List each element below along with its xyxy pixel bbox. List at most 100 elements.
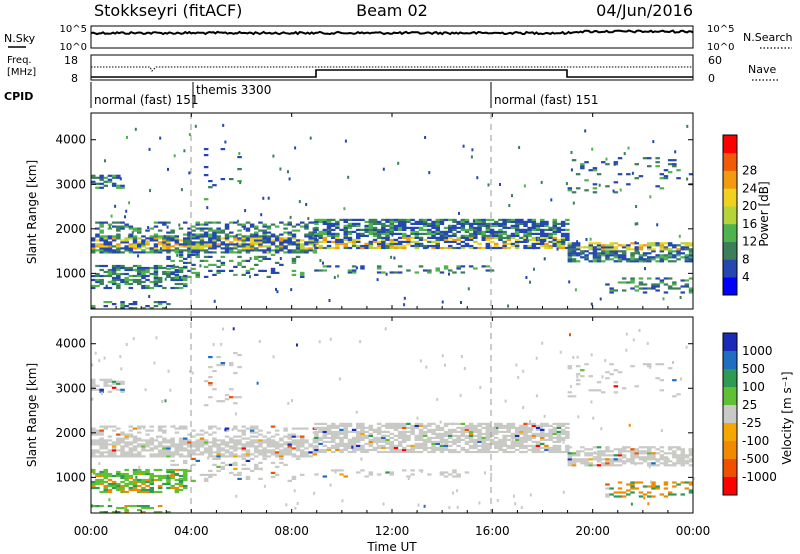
data-cell bbox=[162, 245, 167, 248]
data-cell bbox=[162, 439, 167, 442]
data-cell bbox=[229, 364, 234, 367]
data-cell bbox=[385, 426, 390, 429]
data-cell bbox=[141, 447, 146, 450]
data-cell bbox=[517, 376, 520, 379]
data-cell bbox=[414, 434, 420, 437]
data-cell bbox=[157, 301, 163, 304]
data-cell bbox=[356, 234, 361, 237]
data-cell bbox=[111, 276, 117, 280]
data-cell bbox=[249, 441, 255, 444]
data-cell bbox=[174, 445, 180, 448]
data-cell bbox=[103, 264, 108, 268]
data-cell bbox=[634, 487, 639, 490]
data-cell bbox=[203, 166, 209, 169]
data-cell bbox=[498, 230, 503, 233]
data-cell bbox=[132, 247, 138, 250]
data-cell bbox=[613, 248, 619, 251]
data-cell bbox=[166, 455, 171, 458]
data-cell bbox=[626, 183, 631, 186]
data-cell bbox=[443, 236, 449, 239]
data-cell bbox=[283, 427, 288, 430]
data-cell bbox=[523, 444, 528, 447]
data-cell bbox=[672, 163, 677, 166]
data-cell bbox=[621, 244, 627, 247]
data-cell bbox=[417, 503, 420, 507]
data-cell bbox=[403, 296, 406, 300]
data-cell bbox=[166, 474, 169, 478]
data-cell bbox=[343, 424, 348, 427]
data-cell bbox=[427, 450, 432, 454]
data-cell bbox=[686, 124, 689, 128]
data-cell bbox=[552, 436, 557, 439]
data-cell bbox=[508, 204, 511, 207]
data-cell bbox=[609, 458, 614, 461]
data-cell bbox=[300, 221, 305, 224]
data-cell bbox=[170, 266, 175, 270]
data-cell bbox=[494, 242, 499, 245]
data-cell bbox=[364, 436, 369, 439]
data-cell bbox=[291, 439, 297, 442]
data-cell bbox=[203, 275, 209, 278]
data-cell bbox=[195, 439, 200, 442]
data-cell bbox=[567, 242, 573, 245]
data-cell bbox=[208, 255, 213, 258]
data-cell bbox=[233, 251, 238, 254]
data-cell bbox=[305, 203, 308, 206]
data-cell bbox=[128, 235, 134, 238]
data-cell bbox=[300, 437, 305, 440]
data-cell bbox=[258, 449, 263, 452]
data-cell bbox=[414, 226, 420, 229]
data-cell bbox=[381, 438, 386, 441]
data-cell bbox=[107, 272, 113, 276]
data-cell bbox=[498, 218, 503, 221]
data-cell bbox=[498, 448, 503, 452]
data-cell bbox=[124, 268, 129, 272]
data-cell bbox=[343, 444, 348, 447]
data-cell bbox=[99, 470, 104, 474]
data-cell bbox=[314, 226, 319, 229]
data-cell bbox=[364, 220, 369, 223]
data-cell bbox=[103, 176, 108, 179]
data-cell bbox=[128, 237, 134, 240]
data-cell bbox=[203, 441, 209, 444]
data-cell bbox=[203, 473, 209, 476]
data-cell bbox=[660, 429, 663, 433]
data-cell bbox=[601, 375, 604, 379]
data-cell bbox=[592, 252, 598, 255]
data-cell bbox=[617, 258, 623, 261]
data-cell bbox=[322, 475, 328, 478]
data-cell bbox=[663, 458, 669, 461]
data-cell bbox=[621, 250, 627, 253]
data-cell bbox=[389, 218, 394, 221]
data-cell bbox=[552, 440, 557, 443]
data-cell bbox=[191, 253, 196, 256]
data-cell bbox=[565, 218, 570, 221]
data-cell bbox=[613, 252, 619, 255]
data-cell bbox=[376, 426, 382, 429]
data-cell bbox=[651, 244, 656, 247]
data-cell bbox=[343, 436, 348, 439]
data-cell bbox=[647, 450, 652, 453]
data-cell bbox=[372, 240, 378, 243]
data-cell bbox=[137, 480, 142, 484]
data-cell bbox=[153, 280, 159, 284]
data-cell bbox=[167, 369, 170, 373]
data-cell bbox=[473, 246, 478, 250]
data-cell bbox=[473, 430, 478, 433]
data-cell bbox=[418, 232, 424, 235]
data-cell bbox=[439, 218, 445, 221]
data-cell bbox=[439, 236, 445, 239]
data-cell bbox=[308, 231, 313, 234]
data-cell bbox=[252, 426, 255, 430]
data-cell bbox=[212, 445, 217, 448]
data-cell bbox=[663, 487, 669, 490]
data-cell bbox=[124, 455, 129, 458]
data-cell bbox=[489, 440, 495, 443]
data-cell bbox=[605, 371, 610, 374]
data-cell bbox=[439, 440, 445, 443]
data-cell bbox=[183, 474, 188, 478]
data-cell bbox=[502, 442, 507, 445]
data-cell bbox=[174, 282, 180, 286]
data-cell bbox=[166, 221, 171, 224]
data-cell bbox=[229, 178, 234, 181]
